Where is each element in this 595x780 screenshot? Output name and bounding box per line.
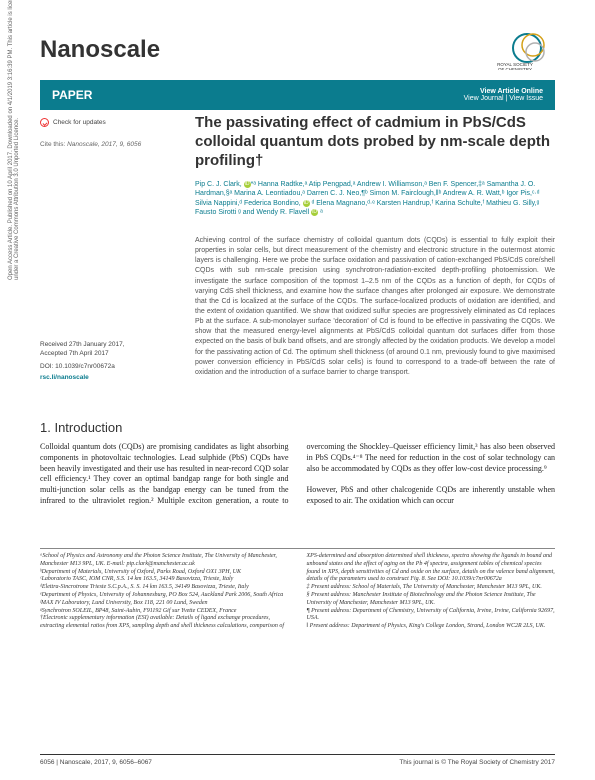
footer-right: This journal is © The Royal Society of C…: [399, 759, 555, 766]
view-links[interactable]: View Article Online View Journal | View …: [464, 88, 543, 102]
received-date: Received 27th January 2017,: [40, 340, 180, 349]
license-sidebar: Open Access Article. Published on 10 Apr…: [8, 0, 20, 280]
orcid-icon: iD: [244, 181, 251, 188]
svg-text:OF CHEMISTRY: OF CHEMISTRY: [498, 67, 532, 70]
article-title: The passivating effect of cadmium in PbS…: [195, 114, 555, 170]
cite-prefix: Cite this:: [40, 141, 65, 148]
orcid-icon: iD: [303, 200, 310, 207]
dates-block: Received 27th January 2017, Accepted 7th…: [40, 340, 180, 382]
journal-title: Nanoscale: [40, 36, 160, 64]
doi: DOI: 10.1039/c7nr00672a: [40, 362, 180, 371]
page-header: Nanoscale ROYAL SOCIETY OF CHEMISTRY: [40, 30, 555, 70]
section-heading-intro: 1. Introduction: [40, 420, 122, 435]
rsc-logo: ROYAL SOCIETY OF CHEMISTRY: [475, 30, 555, 70]
rsc-shortlink[interactable]: rsc.li/nanoscale: [40, 373, 180, 382]
cite-reference: Nanoscale, 2017, 9, 6056: [67, 141, 141, 148]
body-paragraph-1a: Colloidal quantum dots (CQDs) are promis…: [40, 442, 289, 494]
body-columns: Colloidal quantum dots (CQDs) are promis…: [40, 442, 555, 507]
paper-label: PAPER: [52, 88, 92, 102]
affiliations: ᵃSchool of Physics and Astronomy and the…: [40, 548, 555, 631]
affiliations-col2: determined shell thickness, spectra show…: [307, 553, 555, 629]
view-issue-link[interactable]: View Journal | View Issue: [464, 95, 543, 102]
view-article-online-link[interactable]: View Article Online: [464, 88, 543, 95]
body-paragraph-2: However, PbS and other chalcogenide CQDs…: [307, 485, 556, 505]
check-updates-button[interactable]: Check for updates: [40, 118, 106, 127]
accepted-date: Accepted 7th April 2017: [40, 349, 180, 358]
footer-left: 6056 | Nanoscale, 2017, 9, 6056–6067: [40, 759, 152, 766]
check-icon: [40, 118, 49, 127]
page-footer: 6056 | Nanoscale, 2017, 9, 6056–6067 Thi…: [40, 754, 555, 766]
check-updates-label: Check for updates: [53, 119, 106, 126]
author-list: Pip C. J. Clark, iD*ᵃ Hanna Radtke,ᵃ Ati…: [195, 180, 555, 218]
paper-type-bar: PAPER View Article Online View Journal |…: [40, 80, 555, 110]
orcid-icon: iD: [311, 209, 318, 216]
meta-left-column: Check for updates Cite this: Nanoscale, …: [40, 118, 180, 148]
abstract: Achieving control of the surface chemist…: [195, 236, 555, 378]
cite-line: Cite this: Nanoscale, 2017, 9, 6056: [40, 141, 180, 148]
